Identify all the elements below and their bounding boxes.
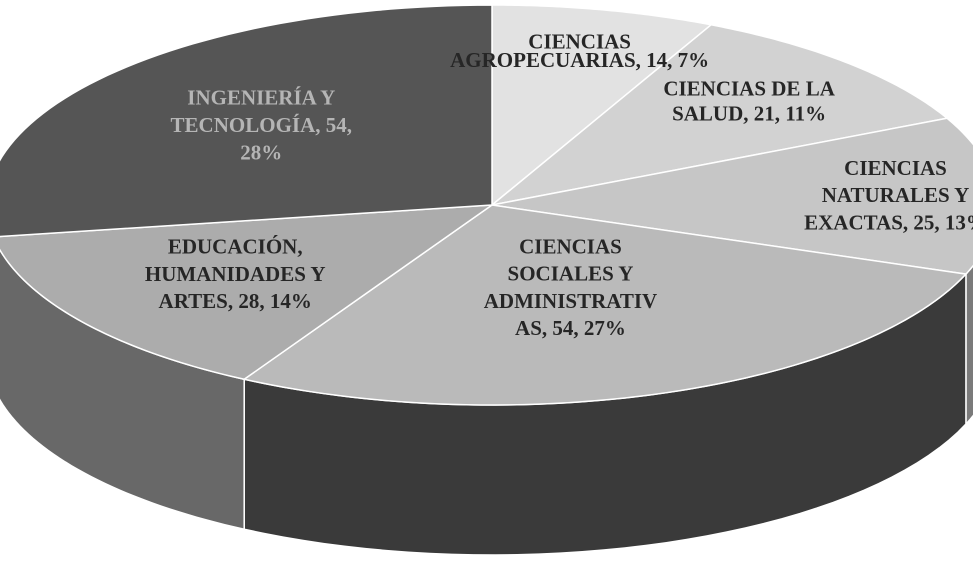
slice [0, 4, 493, 238]
slice [491, 24, 949, 206]
data-label-line: HUMANIDADES Y [145, 262, 326, 286]
slice [491, 4, 713, 207]
data-label-line: AGROPECUARIAS, 14, 7% [450, 48, 709, 72]
data-label: INGENIERÍA Y TECNOLOGÍA, 54, 28% [171, 86, 352, 165]
data-label-line: ADMINISTRATIV [484, 289, 657, 313]
data-label-line: AS, 54, 27% [515, 316, 626, 340]
data-label-line: INGENIERÍA Y [187, 86, 335, 110]
data-label-line: SALUD, 21, 11% [672, 101, 826, 125]
data-label-line: ARTES, 28, 14% [159, 289, 312, 313]
data-label: CIENCIAS SOCIALES Y ADMINISTRATIV AS, 54, 2… [484, 234, 657, 340]
data-label-line: NATURALES Y [822, 183, 970, 207]
data-label-line: CIENCIAS DE LA [663, 77, 835, 101]
data-label-line: EDUCACIÓN, [168, 234, 303, 258]
slice [491, 117, 973, 275]
data-label-line: TECNOLOGÍA, 54, [171, 113, 352, 137]
data-label-line: SOCIALES Y [508, 262, 634, 286]
data-label-line: 28% [240, 140, 282, 164]
data-label-line: CIENCIAS [528, 30, 631, 54]
slice [0, 204, 495, 381]
slice [242, 204, 968, 406]
data-label-line: CIENCIAS [519, 234, 622, 258]
data-label: EDUCACIÓN, HUMANIDADES Y ARTES, 28, 14% [145, 234, 326, 313]
data-label-line: CIENCIAS [844, 156, 947, 180]
data-label-line: EXACTAS, 25, 13% [804, 210, 973, 234]
data-label: CIENCIAS NATURALES Y EXACTAS, 25, 13% [804, 156, 973, 235]
